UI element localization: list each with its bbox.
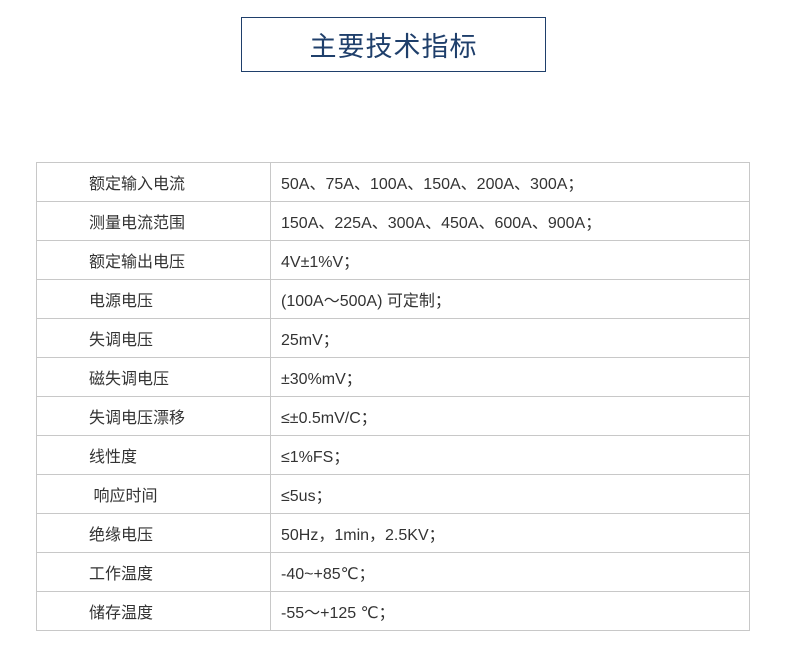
spec-label: 电源电压 — [36, 279, 271, 319]
spec-value: ≤1%FS； — [270, 435, 750, 475]
table-row: 线性度 ≤1%FS； — [36, 435, 750, 475]
spec-label: 响应时间 — [36, 474, 271, 514]
spec-label: 失调电压漂移 — [36, 396, 271, 436]
table-row: 工作温度 -40~+85℃； — [36, 552, 750, 592]
table-row: 储存温度 -55～+125 ℃； — [36, 591, 750, 631]
spec-label: 工作温度 — [36, 552, 271, 592]
spec-value: 150A、225A、300A、450A、600A、900A； — [270, 201, 750, 241]
table-row: 绝缘电压 50Hz，1min，2.5KV； — [36, 513, 750, 553]
spec-value: 4V±1%V； — [270, 240, 750, 280]
spec-value: 50Hz，1min，2.5KV； — [270, 513, 750, 553]
spec-value: -40~+85℃； — [270, 552, 750, 592]
spec-value: ≤±0.5mV/C； — [270, 396, 750, 436]
table-row: 电源电压 (100A～500A) 可定制； — [36, 279, 750, 319]
spec-value: ≤5us； — [270, 474, 750, 514]
table-row: 磁失调电压 ±30%mV； — [36, 357, 750, 397]
spec-label: 测量电流范围 — [36, 201, 271, 241]
spec-value: -55～+125 ℃； — [270, 591, 750, 631]
spec-label: 储存温度 — [36, 591, 271, 631]
table-row: 失调电压 25mV； — [36, 318, 750, 358]
table-row: 失调电压漂移 ≤±0.5mV/C； — [36, 396, 750, 436]
section-title: 主要技术指标 — [309, 32, 478, 62]
spec-label: 额定输入电流 — [36, 162, 271, 202]
spec-label: 失调电压 — [36, 318, 271, 358]
spec-value: (100A～500A) 可定制； — [270, 279, 750, 319]
section-title-box: 主要技术指标 — [241, 17, 546, 72]
spec-table: 额定输入电流 50A、75A、100A、150A、200A、300A； 测量电流范围… — [36, 162, 750, 631]
table-row: 响应时间 ≤5us； — [36, 474, 750, 514]
table-row: 额定输出电压 4V±1%V； — [36, 240, 750, 280]
table-row: 测量电流范围 150A、225A、300A、450A、600A、900A； — [36, 201, 750, 241]
spec-value: ±30%mV； — [270, 357, 750, 397]
table-row: 额定输入电流 50A、75A、100A、150A、200A、300A； — [36, 162, 750, 202]
spec-label: 绝缘电压 — [36, 513, 271, 553]
spec-value: 25mV； — [270, 318, 750, 358]
spec-value: 50A、75A、100A、150A、200A、300A； — [270, 162, 750, 202]
spec-label: 磁失调电压 — [36, 357, 271, 397]
spec-label: 线性度 — [36, 435, 271, 475]
spec-label: 额定输出电压 — [36, 240, 271, 280]
